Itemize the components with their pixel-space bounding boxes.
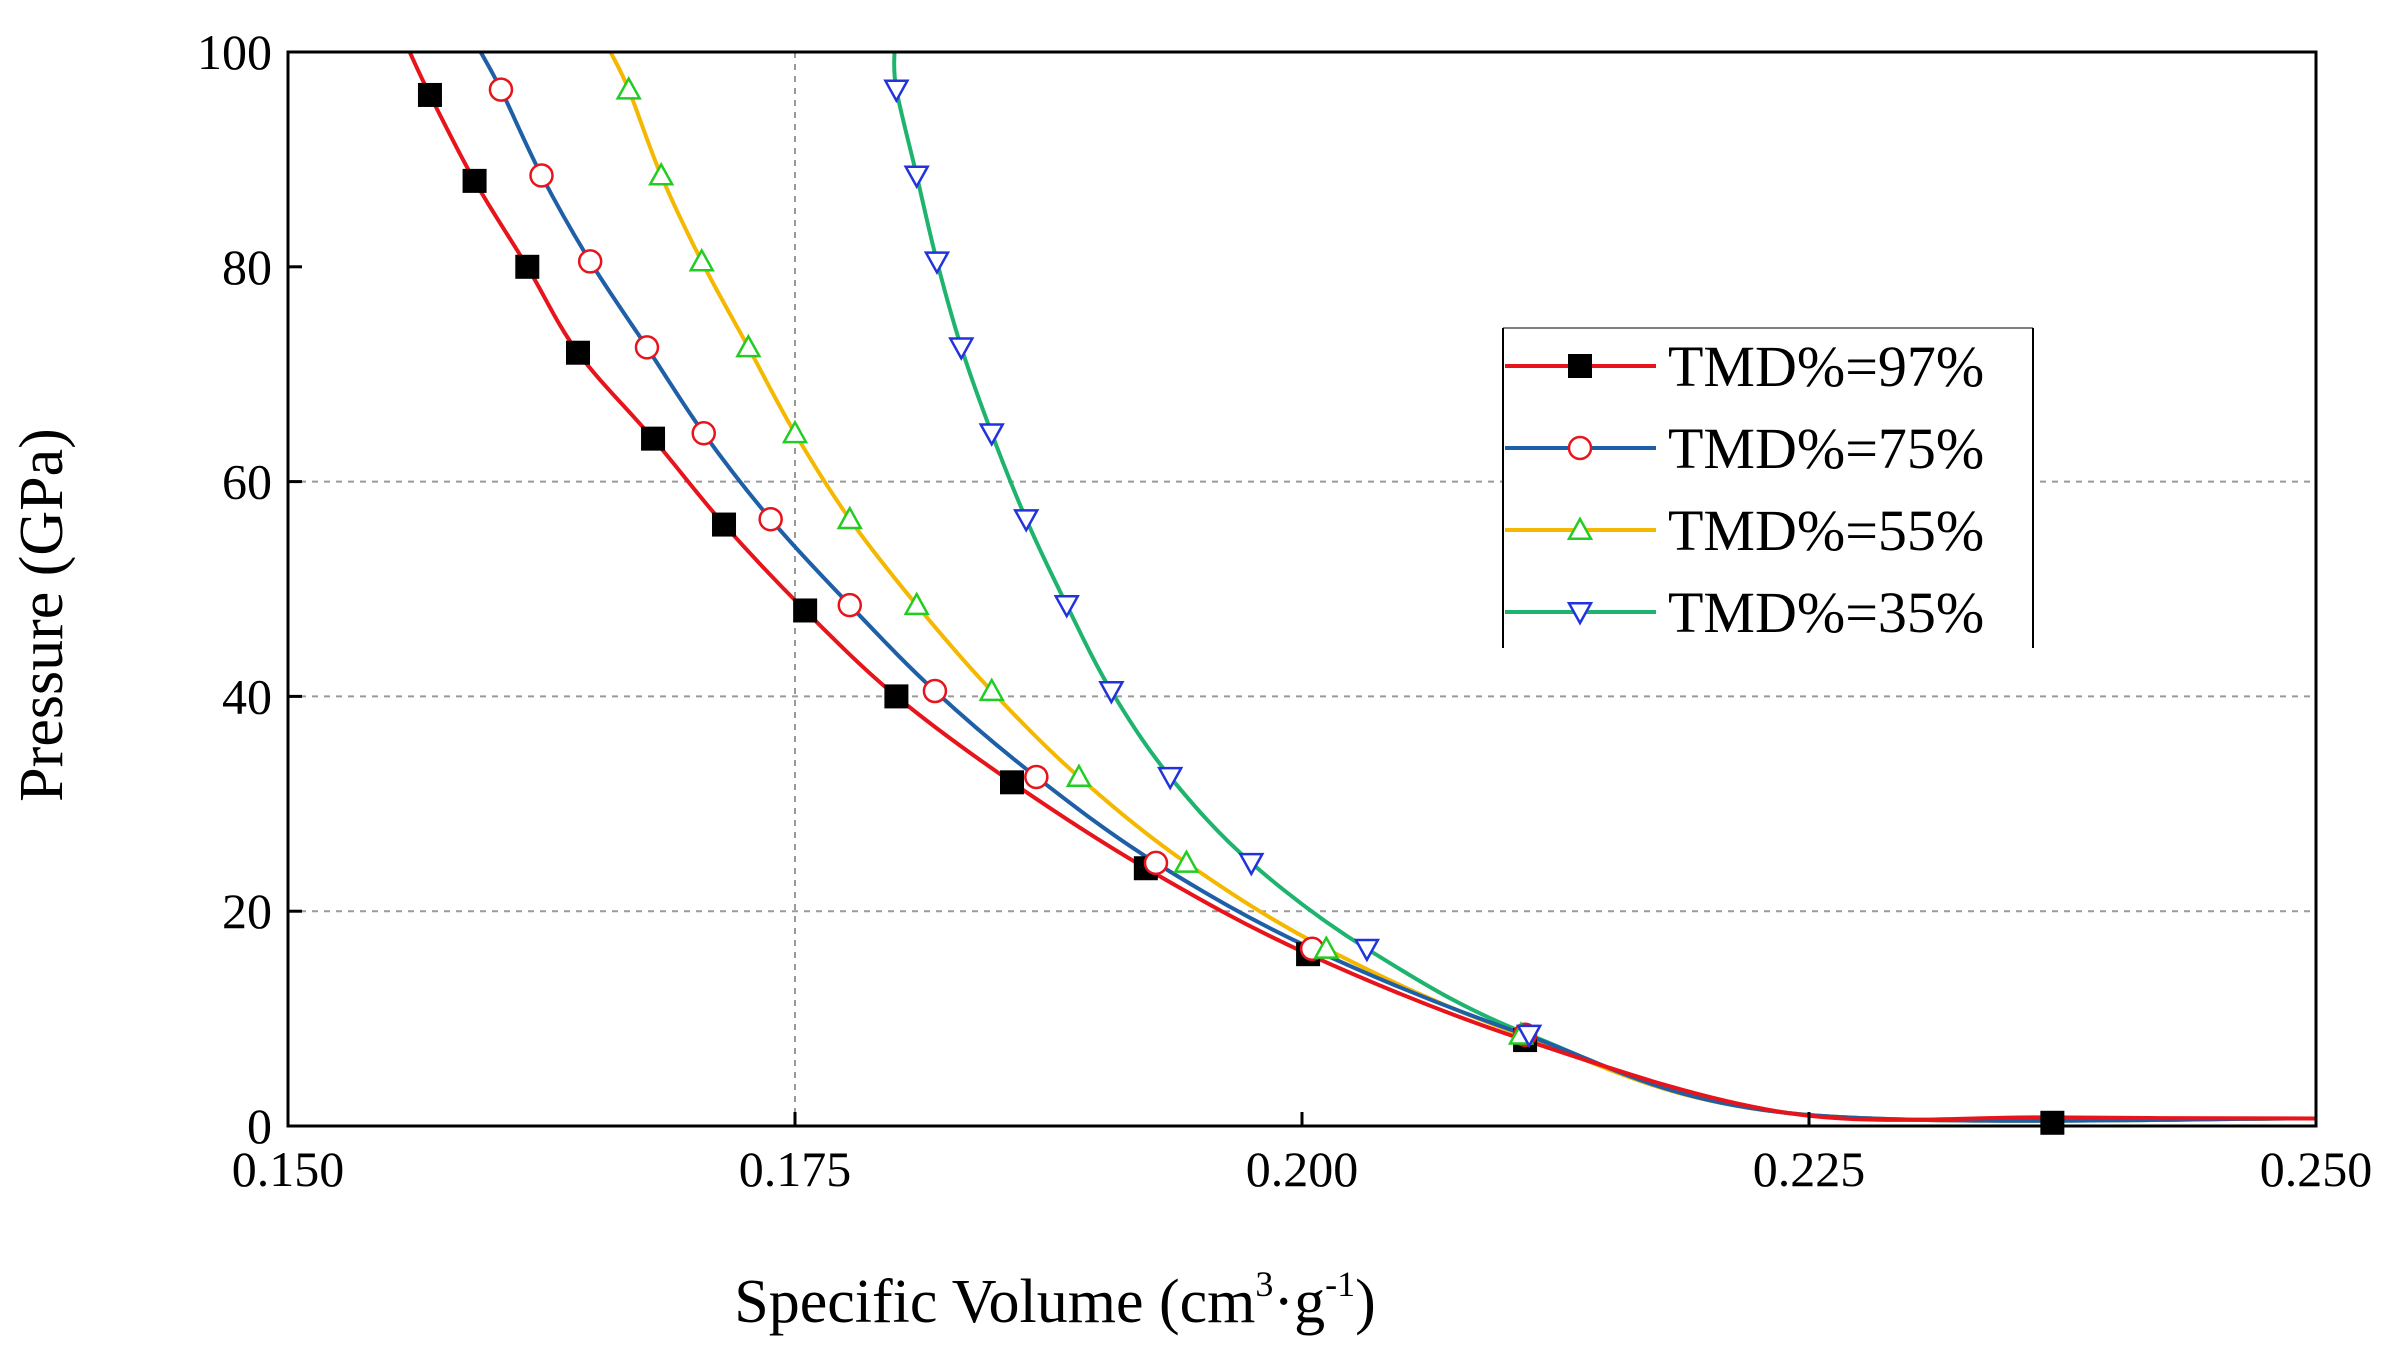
y-tick-label: 20 [222, 883, 272, 939]
x-axis-title-superscript-2: -1 [1325, 1264, 1355, 1304]
x-axis-title: Specific Volume (cm3·g-1) [734, 1264, 1375, 1336]
data-point [883, 79, 910, 104]
legend-label: TMD%=35% [1668, 580, 1984, 645]
data-point [923, 251, 951, 276]
data-point [615, 76, 642, 100]
legend-label: TMD%=97% [1668, 334, 1984, 399]
y-tick-label: 80 [222, 239, 272, 295]
data-point [488, 77, 514, 102]
y-tick-label: 60 [222, 454, 272, 510]
axis-ticks [286, 50, 2318, 1128]
legend-swatch-marker [1566, 516, 1594, 541]
data-point [1238, 852, 1265, 877]
data-point [836, 505, 863, 530]
x-axis-title-superscript-1: 3 [1255, 1264, 1273, 1304]
data-point [793, 598, 818, 623]
data-point [903, 591, 930, 616]
data-point [999, 770, 1024, 795]
series-markers [417, 76, 2065, 1135]
y-tick-labels: 0 20 40 60 80 100 [197, 24, 272, 1154]
y-axis-title: Pressure (GPa) [8, 428, 76, 802]
data-point [948, 337, 975, 361]
data-point [641, 426, 666, 451]
data-point [529, 163, 554, 188]
data-point [515, 254, 540, 279]
data-point [903, 165, 930, 190]
y-tick-label: 40 [222, 668, 272, 724]
legend-label: TMD%=55% [1668, 498, 1984, 563]
data-point [648, 161, 675, 186]
x-tick-label: 0.200 [1246, 1141, 1359, 1197]
data-point [566, 340, 591, 365]
data-point [837, 592, 863, 618]
data-point [1353, 938, 1381, 963]
x-tick-label: 0.225 [1753, 1141, 1866, 1197]
legend-box [1503, 328, 2033, 648]
legend-swatch-marker [1568, 354, 1592, 378]
data-point [735, 333, 762, 358]
data-point [691, 421, 716, 446]
legend-label: TMD%=75% [1668, 416, 1984, 481]
data-point [758, 506, 783, 532]
legend: TMD%=97% TMD%=75% TMD%=55% TMD%=35% [1502, 327, 2034, 648]
data-point [634, 335, 660, 360]
data-point [1013, 509, 1040, 533]
data-point [1173, 849, 1200, 873]
legend-swatch-marker [1566, 601, 1594, 626]
data-point [1516, 1024, 1543, 1049]
x-tick-label: 0.175 [739, 1141, 852, 1197]
data-point [1313, 935, 1340, 959]
data-point [2040, 1110, 2065, 1135]
data-point [978, 677, 1005, 702]
y-tick-label: 100 [197, 24, 272, 80]
data-point [1053, 595, 1080, 619]
data-point [1098, 680, 1125, 705]
data-point [577, 249, 603, 274]
x-axis-title-middle: ·g [1273, 1268, 1325, 1336]
data-point [417, 82, 442, 107]
data-point [1143, 850, 1169, 876]
x-axis-title-prefix: Specific Volume (cm [734, 1268, 1255, 1336]
x-tick-label: 0.250 [2260, 1141, 2373, 1197]
data-point [1065, 763, 1093, 787]
x-tick-labels: 0.150 0.175 0.200 0.225 0.250 [232, 1141, 2373, 1197]
y-tick-label: 0 [247, 1098, 272, 1154]
data-point [922, 678, 948, 704]
grid-lines [288, 52, 2316, 1126]
data-point [688, 247, 715, 272]
x-axis-title-suffix: ) [1355, 1268, 1376, 1336]
legend-swatch-marker [1567, 435, 1593, 461]
data-point [781, 419, 809, 444]
data-point [884, 684, 909, 709]
data-point [462, 168, 487, 193]
data-point [712, 512, 737, 537]
x-tick-label: 0.150 [232, 1141, 345, 1197]
data-point [978, 423, 1005, 447]
data-point [1024, 764, 1049, 790]
data-point [1157, 766, 1184, 791]
